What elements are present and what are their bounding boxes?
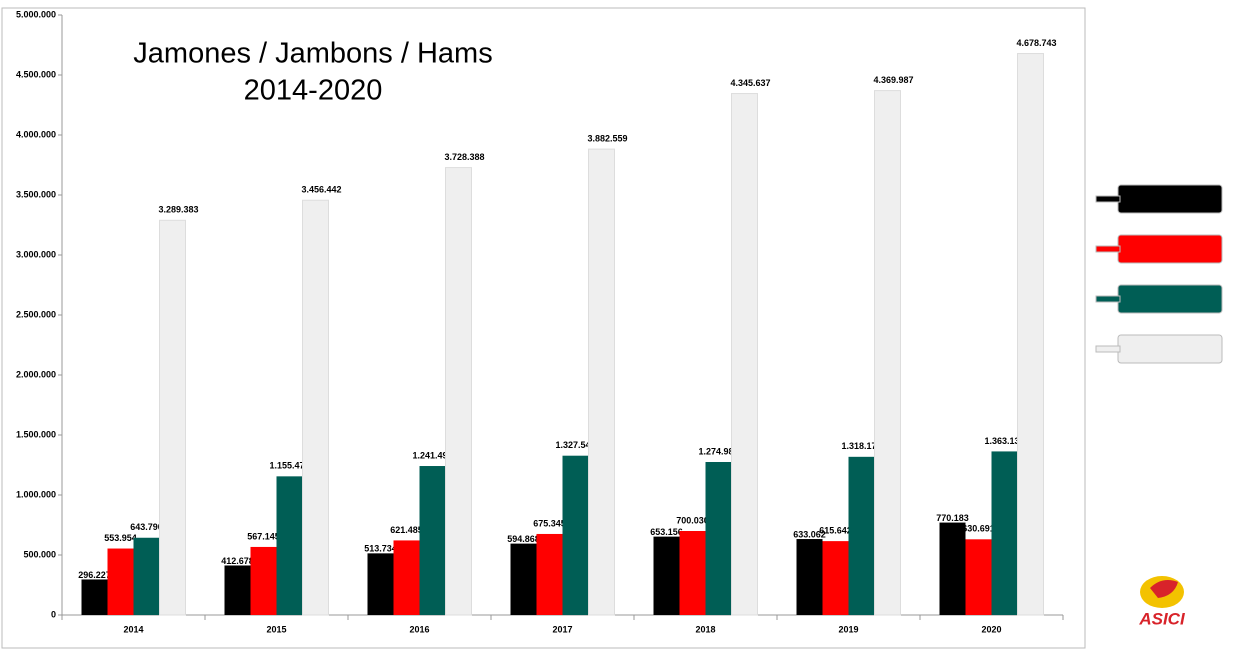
bar: [250, 546, 277, 615]
legend-tag-stem: [1095, 245, 1121, 253]
x-tick-label: 2020: [981, 624, 1001, 634]
value-label: 1.274.980: [698, 446, 738, 456]
value-label: 1.318.176: [841, 441, 881, 451]
y-tick-label: 500.000: [23, 549, 56, 559]
value-label: 1.327.547: [555, 440, 595, 450]
value-label: 594.868: [507, 534, 540, 544]
bar: [588, 148, 615, 616]
x-tick-label: 2015: [266, 624, 286, 634]
bar: [81, 579, 108, 615]
bar: [367, 553, 394, 615]
value-label: 296.227: [78, 570, 111, 580]
y-tick-label: 4.500.000: [16, 69, 56, 79]
logo: ASICI: [1138, 576, 1186, 628]
bar: [224, 565, 251, 615]
bar: [107, 548, 134, 615]
bar: [939, 522, 966, 615]
y-tick-label: 0: [51, 609, 56, 619]
legend-tag-stem: [1095, 345, 1121, 353]
value-label: 513.734: [364, 544, 397, 554]
value-label: 1.363.132: [984, 436, 1024, 446]
value-label: 412.678: [221, 556, 254, 566]
bar: [874, 90, 901, 616]
bar: [822, 541, 849, 615]
y-tick-label: 5.000.000: [16, 9, 56, 19]
value-label: 3.728.388: [444, 152, 484, 162]
bar: [848, 456, 875, 615]
bar: [1017, 53, 1044, 616]
bar: [133, 537, 160, 615]
value-label: 770.183: [936, 513, 969, 523]
value-label: 4.345.637: [730, 78, 770, 88]
chart-frame: [1, 7, 1086, 649]
x-tick-label: 2016: [409, 624, 429, 634]
bar: [965, 539, 992, 615]
value-label: 3.882.559: [587, 133, 627, 143]
value-label: 3.289.383: [158, 205, 198, 215]
x-tick-label: 2018: [695, 624, 715, 634]
value-label: 1.155.473: [269, 461, 309, 471]
value-label: 700.030: [676, 515, 709, 525]
y-tick-label: 2.000.000: [16, 369, 56, 379]
bar: [302, 199, 329, 616]
value-label: 1.241.492: [412, 450, 452, 460]
chart-title: Jamones / Jambons / Hams: [133, 38, 492, 70]
legend-tag-stem: [1095, 295, 1121, 303]
bar: [731, 93, 758, 616]
chart-subtitle: 2014-2020: [244, 75, 383, 107]
x-tick-label: 2019: [838, 624, 858, 634]
bar: [991, 451, 1018, 615]
logo-shape: [1150, 580, 1178, 598]
y-tick-label: 1.500.000: [16, 429, 56, 439]
value-label: 553.954: [104, 533, 137, 543]
legend-tag-stem: [1095, 195, 1121, 203]
y-tick-label: 4.000.000: [16, 129, 56, 139]
value-label: 4.369.987: [873, 75, 913, 85]
value-label: 630.691: [962, 524, 995, 534]
value-label: 4.678.743: [1016, 38, 1056, 48]
value-label: 633.062: [793, 529, 826, 539]
value-label: 653.156: [650, 527, 683, 537]
legend-tag: [1117, 334, 1223, 364]
bar: [796, 539, 823, 615]
legend-tag: [1117, 184, 1223, 214]
value-label: 567.145: [247, 531, 280, 541]
value-label: 3.456.442: [301, 185, 341, 195]
bar: [419, 466, 446, 615]
bar: [653, 536, 680, 615]
legend-tag: [1117, 284, 1223, 314]
y-tick-label: 3.500.000: [16, 189, 56, 199]
logo-text: ASICI: [1138, 609, 1186, 628]
bar: [393, 540, 420, 615]
bar: [159, 219, 186, 616]
value-label: 643.790: [130, 522, 163, 532]
bar: [276, 476, 303, 615]
value-label: 621.485: [390, 525, 423, 535]
bar: [510, 543, 537, 615]
x-tick-label: 2017: [552, 624, 572, 634]
bar: [705, 462, 732, 615]
bar: [562, 455, 589, 615]
x-tick-label: 2014: [123, 624, 143, 634]
legend-tag: [1117, 234, 1223, 264]
y-tick-label: 1.000.000: [16, 489, 56, 499]
bar: [679, 530, 706, 615]
y-tick-label: 2.500.000: [16, 309, 56, 319]
bar: [536, 533, 563, 615]
y-tick-label: 3.000.000: [16, 249, 56, 259]
bar: [445, 167, 472, 616]
value-label: 615.642: [819, 525, 852, 535]
value-label: 675.345: [533, 518, 566, 528]
